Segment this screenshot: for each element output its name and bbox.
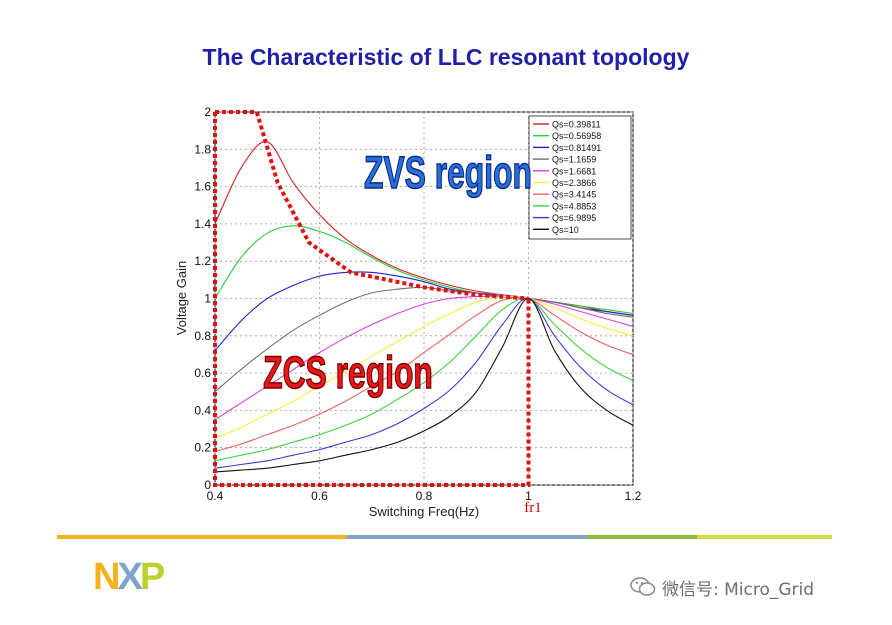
nxp-logo: NXP — [93, 558, 168, 592]
series-line-8 — [215, 297, 633, 462]
y-tick-label: 0.2 — [194, 441, 211, 455]
y-tick-label: 0.8 — [194, 329, 211, 343]
slide-title: The Characteristic of LLC resonant topol… — [202, 44, 690, 70]
legend-label: Qs=1.1659 — [552, 155, 596, 165]
divider-segment-blue — [347, 535, 587, 539]
wechat-icon — [630, 577, 656, 596]
divider-segment-orange — [57, 535, 347, 539]
watermark: 微信号: Micro_Grid — [630, 576, 815, 600]
y-tick-label: 1 — [204, 292, 211, 306]
x-tick-label: 0.4 — [207, 489, 224, 503]
zcs-region-label: ZCS region — [263, 349, 433, 399]
zvs-boundary — [215, 110, 529, 301]
series-line-9 — [215, 297, 633, 469]
region-boundaries — [213, 110, 531, 487]
legend-label: Qs=3.4145 — [552, 190, 596, 200]
y-axis-label: Voltage Gain — [174, 261, 189, 335]
svg-text:NXP: NXP — [93, 558, 165, 592]
y-tick-label: 1.6 — [194, 180, 211, 194]
divider-segment-lime — [697, 535, 832, 539]
footer-divider — [57, 535, 832, 539]
series-layer — [215, 141, 633, 473]
watermark-text: 微信号: Micro_Grid — [662, 579, 815, 600]
x-tick-label: 1.2 — [625, 489, 642, 503]
x-tick-label: 1 — [525, 489, 532, 503]
legend-label: Qs=2.3866 — [552, 178, 596, 188]
zvs-region-label: ZVS region — [364, 149, 532, 199]
fr1-label: fr1 — [524, 500, 542, 516]
y-tick-label: 1.4 — [194, 217, 211, 231]
series-line-5 — [215, 295, 633, 421]
y-tick-label: 0.4 — [194, 403, 211, 417]
tick-labels: 0.4 0.6 0.8 1 1.2 0 0.2 0.4 0.6 0.8 1 1.2 1.4 1.6 1.8 2 — [194, 105, 641, 503]
y-tick-label: 2 — [204, 105, 211, 119]
y-tick-label: 1.2 — [194, 254, 211, 268]
x-tick-label: 0.6 — [311, 489, 328, 503]
series-line-10 — [215, 297, 633, 473]
zcs-boundary — [213, 112, 531, 487]
x-tick-label: 0.8 — [416, 489, 433, 503]
y-tick-label: 0 — [204, 478, 211, 492]
gain-chart: 0.4 0.6 0.8 1 1.2 0 0.2 0.4 0.6 0.8 1 1.2 1.4 1.6 1.8 2… — [174, 105, 642, 519]
x-axis-label: Switching Freq(Hz) — [369, 504, 480, 519]
legend: Qs=0.39811Qs=0.56958Qs=0.81491Qs=1.1659Q… — [528, 115, 632, 240]
legend-label: Qs=6.9895 — [552, 213, 596, 223]
legend-label: Qs=1.6681 — [552, 166, 596, 176]
legend-box — [528, 115, 632, 240]
divider-segment-green — [587, 535, 697, 539]
series-line-7 — [215, 296, 633, 452]
series-line-6 — [215, 295, 633, 439]
legend-label: Qs=0.39811 — [552, 120, 601, 130]
y-tick-label: 1.8 — [194, 142, 211, 156]
legend-label: Qs=4.8853 — [552, 201, 596, 211]
legend-label: Qs=0.56958 — [552, 131, 601, 141]
y-tick-label: 0.6 — [194, 366, 211, 380]
legend-label: Qs=10 — [552, 225, 579, 235]
legend-label: Qs=0.81491 — [552, 143, 601, 153]
